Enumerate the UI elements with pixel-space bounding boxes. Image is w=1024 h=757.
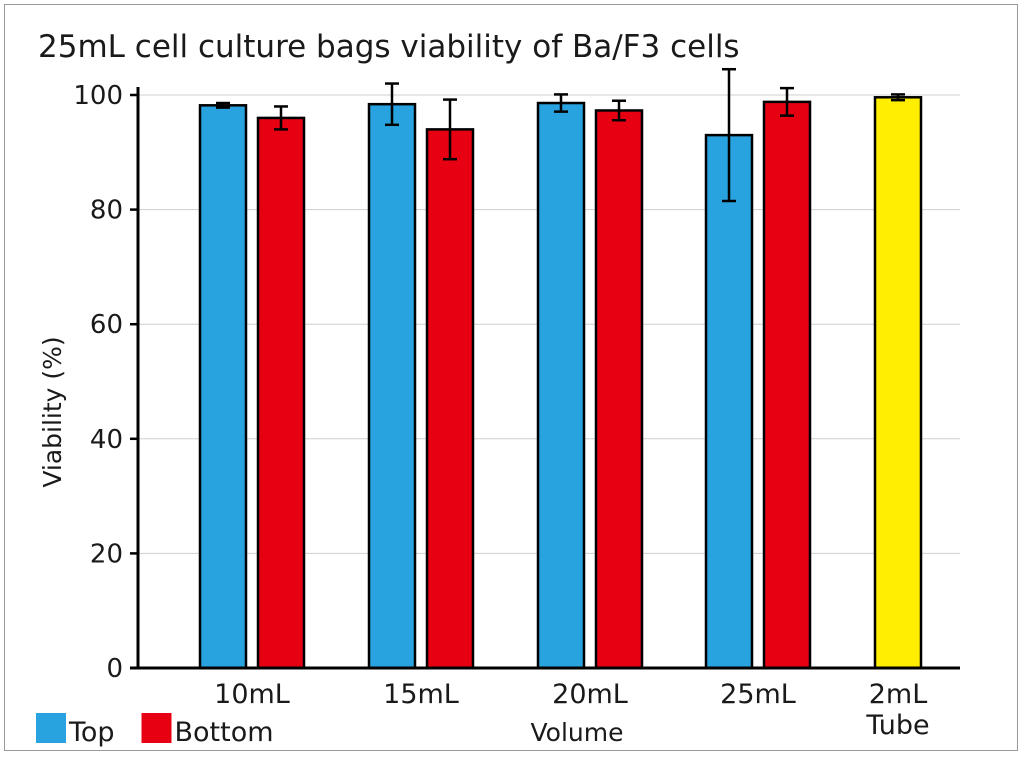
bar-bottom-20ml: [594, 109, 644, 670]
y-tick-label: 40: [90, 425, 123, 455]
legend-swatch: [141, 713, 172, 743]
error-bars: [216, 67, 905, 203]
error-bar: [554, 93, 568, 113]
x-tick-label: 15mL: [383, 679, 459, 710]
legend-item-top: Top: [36, 713, 115, 748]
error-bar: [891, 93, 905, 102]
error-bar: [780, 86, 794, 117]
y-tick-label: 100: [73, 81, 123, 111]
legend-swatch: [36, 713, 66, 743]
y-tick-labels: 0 20 40 60 80 100: [73, 81, 123, 684]
error-bar: [722, 67, 736, 203]
bar-top-15ml: [367, 102, 417, 670]
error-bar: [612, 99, 626, 122]
bar-bottom-10ml: [256, 116, 306, 670]
axes: [130, 87, 960, 670]
bars: [198, 96, 923, 670]
y-tick-label: 20: [90, 539, 123, 569]
error-bar: [216, 101, 230, 109]
chart-title: 25mL cell culture bags viability of Ba/F…: [38, 29, 740, 65]
error-bar: [385, 82, 399, 127]
y-tick-label: 0: [106, 654, 123, 684]
legend-label: Bottom: [175, 717, 274, 748]
error-bar: [274, 105, 288, 131]
x-tick-label: 10mL: [214, 679, 290, 710]
legend: Top Bottom: [36, 713, 274, 748]
legend-item-bottom: Bottom: [141, 713, 274, 748]
bar-top-25ml: [704, 133, 754, 670]
y-tick-label: 60: [90, 310, 123, 340]
error-bar: [443, 98, 457, 161]
y-axis-label: Viability (%): [38, 336, 67, 487]
legend-label: Top: [68, 717, 115, 748]
x-axis-label: Volume: [531, 718, 624, 747]
bar-bottom-15ml: [425, 128, 475, 670]
bar-top-20ml: [536, 101, 586, 670]
x-tick-label: 20mL: [552, 679, 628, 710]
x-tick-label: 25mL: [720, 679, 796, 710]
y-tick-label: 80: [90, 196, 123, 226]
bar-top-10ml: [198, 104, 248, 670]
bar-bottom-25ml: [762, 100, 812, 670]
bar-2ml-tube-2ml-tube: [873, 96, 923, 670]
chart-frame: [4, 4, 1018, 751]
x-tick-label: 2mL: [869, 679, 928, 710]
x-tick-label: Tube: [865, 710, 929, 741]
